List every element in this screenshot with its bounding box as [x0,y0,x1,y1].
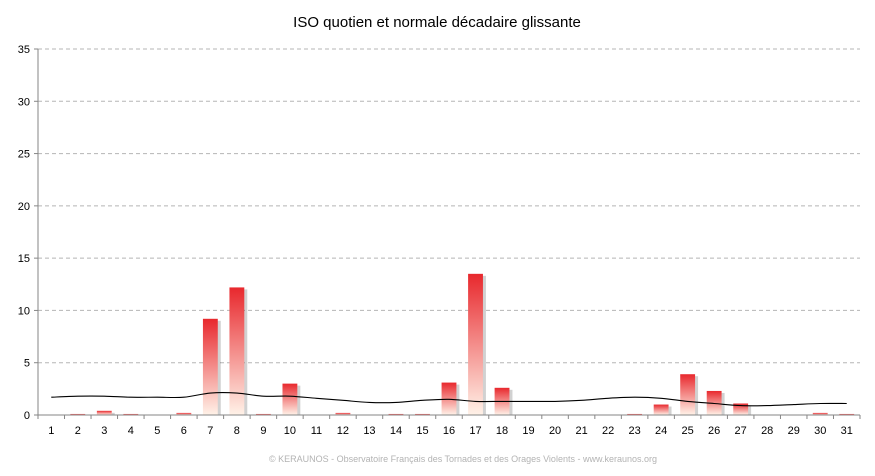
x-tick-label: 15 [416,425,428,437]
x-tick-label: 2 [75,425,81,437]
axis-layer [34,49,860,419]
x-tick-label: 30 [814,425,826,437]
x-tick-label: 1 [48,425,54,437]
x-tick-label: 12 [337,425,349,437]
bar [680,374,695,415]
x-tick-label: 24 [655,425,667,437]
bar-layer [70,274,854,415]
x-tick-label: 27 [735,425,747,437]
x-tick-label: 13 [363,425,375,437]
x-tick-label: 23 [628,425,640,437]
x-tick-label: 18 [496,425,508,437]
y-tick-labels: 0 5 10 15 20 25 30 35 [18,44,30,422]
x-tick-label: 7 [207,425,213,437]
x-tick-label: 10 [284,425,296,437]
y-tick-label: 25 [18,149,30,161]
x-tick-label: 25 [682,425,694,437]
x-tick-label: 8 [234,425,240,437]
bar [654,405,669,415]
bar [97,411,112,415]
grid-layer [38,49,860,363]
x-tick-label: 3 [101,425,107,437]
footer-copyright: © KERAUNOS - Observatoire Français des T… [269,454,657,464]
x-tick-label: 31 [841,425,853,437]
y-tick-label: 15 [18,253,30,265]
y-tick-label: 30 [18,96,30,108]
x-tick-label: 11 [311,425,322,437]
x-tick-label: 28 [761,425,773,437]
y-tick-label: 5 [24,358,30,370]
x-tick-label: 9 [260,425,266,437]
x-tick-label: 21 [575,425,587,437]
x-tick-label: 4 [128,425,134,437]
chart-title: ISO quotien et normale décadaire glissan… [293,14,581,31]
x-tick-label: 20 [549,425,561,437]
x-tick-label: 17 [469,425,481,437]
x-tick-label: 22 [602,425,614,437]
y-tick-label: 20 [18,201,30,213]
bar [229,287,244,415]
x-tick-label: 16 [443,425,455,437]
y-tick-label: 0 [24,410,30,422]
x-tick-label: 14 [390,425,402,437]
x-tick-label: 6 [181,425,187,437]
bar [282,384,297,415]
x-tick-label: 5 [154,425,160,437]
x-tick-label: 29 [788,425,800,437]
bar [203,319,218,415]
bar [468,274,483,415]
x-tick-label: 26 [708,425,720,437]
x-tick-label: 19 [522,425,534,437]
y-tick-label: 35 [18,44,30,56]
y-tick-label: 10 [18,305,30,317]
